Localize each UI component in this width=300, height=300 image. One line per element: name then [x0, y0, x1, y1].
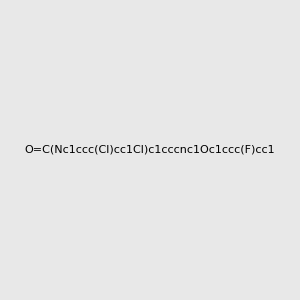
Text: O=C(Nc1ccc(Cl)cc1Cl)c1cccnc1Oc1ccc(F)cc1: O=C(Nc1ccc(Cl)cc1Cl)c1cccnc1Oc1ccc(F)cc1 — [25, 145, 275, 155]
